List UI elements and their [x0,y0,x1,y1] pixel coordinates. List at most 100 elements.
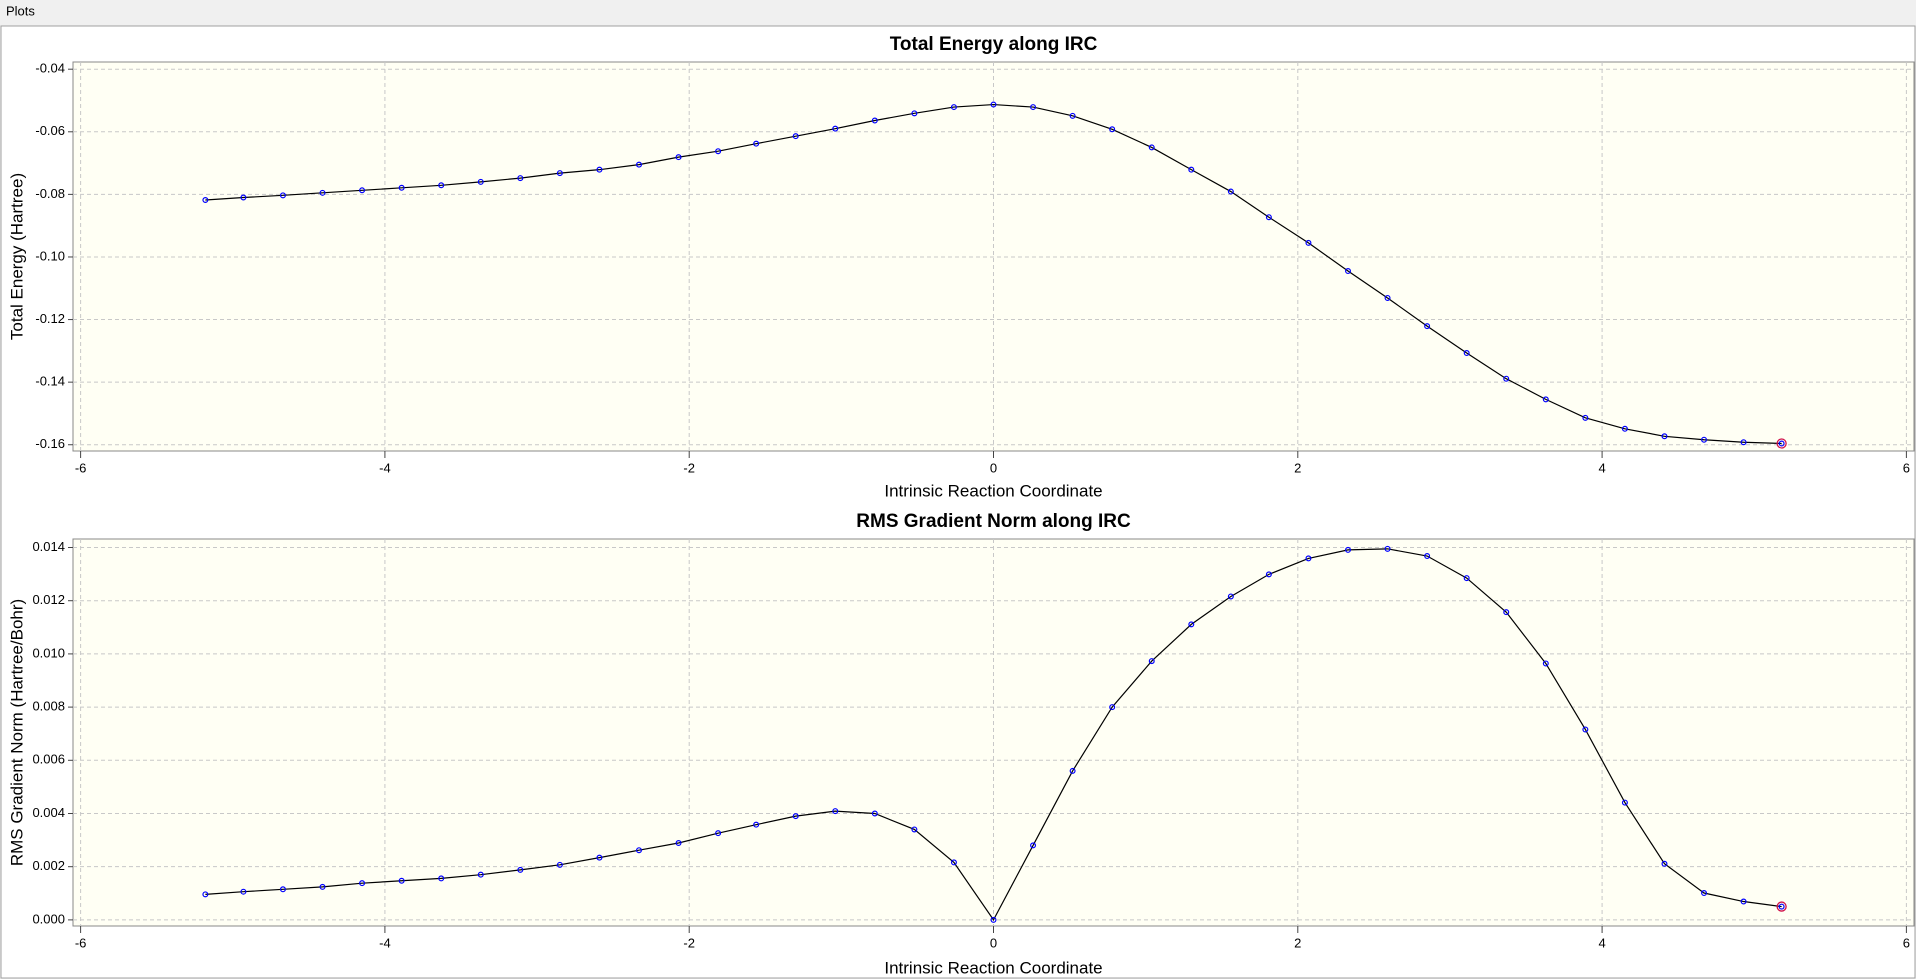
data-point [240,888,247,895]
data-point [1778,440,1785,447]
y-tick-label: 0.008 [32,699,65,714]
data-point [1503,609,1510,616]
data-point [1542,396,1549,403]
data-point [1661,860,1668,867]
data-point [202,891,209,898]
data-point [753,821,760,828]
y-tick-label: -0.16 [35,436,65,451]
data-point [556,170,563,177]
data-point [753,140,760,147]
x-tick-label: 6 [1903,935,1910,950]
data-point [1701,436,1708,443]
tab-bar [0,0,1916,24]
data-point [1542,660,1549,667]
data-point [477,871,484,878]
x-tick-label: 0 [990,460,997,475]
x-tick-label: -6 [75,935,87,950]
data-point [675,154,682,161]
x-tick-label: -6 [75,460,87,475]
data-point [438,875,445,882]
data-point [1069,767,1076,774]
data-point [319,883,326,890]
data-point [1621,799,1628,806]
y-axis-label: Total Energy (Hartree) [7,173,26,340]
y-tick-label: 0.014 [32,539,65,554]
chart-title: Total Energy along IRC [890,34,1098,55]
y-tick-label: -0.06 [35,123,65,138]
data-point [1345,546,1352,553]
x-tick-label: 4 [1598,460,1605,475]
data-point [1582,414,1589,421]
data-point [1463,575,1470,582]
data-point [279,192,286,199]
data-point [1384,545,1391,552]
y-tick-label: -0.04 [35,61,65,76]
data-point [950,104,957,111]
x-tick-label: 6 [1903,460,1910,475]
data-point [596,854,603,861]
data-point [1030,842,1037,849]
data-point [635,847,642,854]
data-point [1582,726,1589,733]
data-point [911,826,918,833]
data-point [359,187,366,194]
data-point [1740,439,1747,446]
y-tick-label: 0.002 [32,858,65,873]
data-point [832,808,839,815]
data-point [871,117,878,124]
x-tick-label: 4 [1598,935,1605,950]
data-point [319,189,326,196]
y-tick-label: 0.000 [32,911,65,926]
data-point [1778,903,1785,910]
x-tick-label: -4 [379,935,391,950]
y-axis-label: RMS Gradient Norm (Hartree/Bohr) [7,599,26,866]
y-tick-label: 0.010 [32,645,65,660]
x-tick-label: -2 [683,935,695,950]
data-point [675,840,682,847]
data-point [1109,704,1116,711]
data-point [1109,126,1116,133]
y-tick-label: -0.14 [35,374,65,389]
data-point [1227,593,1234,600]
data-point [1305,555,1312,562]
x-axis-label: Intrinsic Reaction Coordinate [884,481,1102,500]
data-point [832,125,839,132]
data-point [792,813,799,820]
data-line [205,103,1782,445]
data-point [1188,621,1195,628]
data-point [1265,214,1272,221]
data-point [279,886,286,893]
data-point [1188,166,1195,173]
data-point [911,110,918,117]
data-point [635,161,642,168]
data-point [990,916,997,923]
y-tick-label: -0.10 [35,248,65,263]
data-point [1740,898,1747,905]
data-point [1148,144,1155,151]
data-point [202,197,209,204]
data-point [1661,433,1668,440]
data-point [871,810,878,817]
selected-point [1776,901,1787,912]
data-point [1503,375,1510,382]
y-tick-label: -0.08 [35,186,65,201]
data-point [1030,104,1037,111]
chart-title: RMS Gradient Norm along IRC [856,511,1131,532]
x-tick-label: -2 [683,460,695,475]
data-point [556,861,563,868]
y-tick-label: 0.004 [32,805,65,820]
data-point [990,101,997,108]
data-point [1424,553,1431,560]
data-point [1384,294,1391,301]
data-point [398,877,405,884]
data-point [950,859,957,866]
data-point [596,166,603,173]
y-tick-label: -0.12 [35,311,65,326]
data-point [1227,188,1234,195]
data-point [398,184,405,191]
data-point [715,830,722,837]
data-point [1621,425,1628,432]
data-line [205,548,1782,922]
y-tick-label: 0.012 [32,592,65,607]
